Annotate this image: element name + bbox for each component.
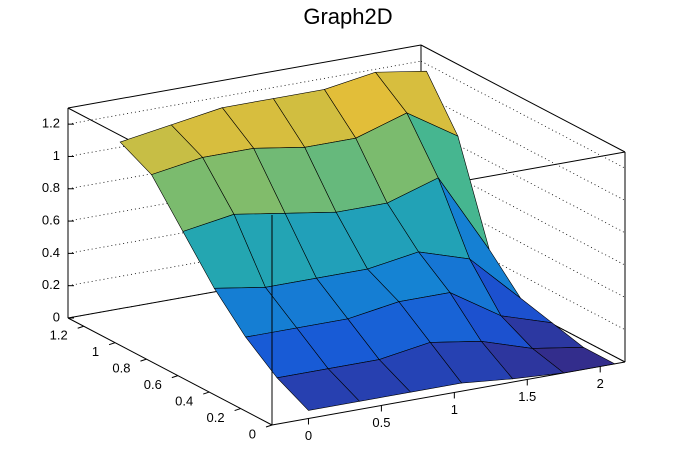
z-tick-label: 1 — [53, 148, 60, 163]
y-tick — [108, 342, 116, 346]
z-tick-label: 0.8 — [42, 180, 60, 195]
y-tick — [140, 358, 147, 362]
z-tick-label: 1.2 — [42, 116, 60, 131]
y-tick-label: 0 — [249, 426, 256, 441]
y-tick — [171, 375, 179, 379]
y-tick-label: 0.6 — [144, 377, 162, 392]
box-edge — [67, 44, 422, 109]
box-edge — [420, 44, 626, 153]
x-tick-label: 0.5 — [372, 415, 390, 430]
y-tick — [203, 391, 210, 395]
z-tick-label: 0.4 — [42, 245, 60, 260]
z-tick-label: 0.2 — [42, 277, 60, 292]
y-tick-label: 0.4 — [175, 394, 193, 409]
y-tick — [234, 408, 241, 412]
y-tick-label: 0.8 — [112, 361, 130, 376]
x-tick-label: 1 — [451, 402, 458, 417]
y-tick-label: 1 — [92, 344, 99, 359]
y-tick — [265, 424, 273, 428]
x-tick-label: 2 — [597, 376, 604, 391]
z-tick-label: 0.6 — [42, 213, 60, 228]
surface-cell — [276, 368, 361, 411]
x-tick-label: 0 — [305, 428, 312, 443]
z-tick-label: 0 — [53, 309, 60, 324]
chart-title: Graph2D — [303, 4, 392, 29]
y-axis — [67, 317, 273, 426]
y-tick-label: 0.2 — [207, 410, 225, 425]
y-tick-label: 1.2 — [50, 328, 68, 343]
y-tick — [77, 325, 84, 329]
x-tick-label: 1.5 — [518, 389, 536, 404]
